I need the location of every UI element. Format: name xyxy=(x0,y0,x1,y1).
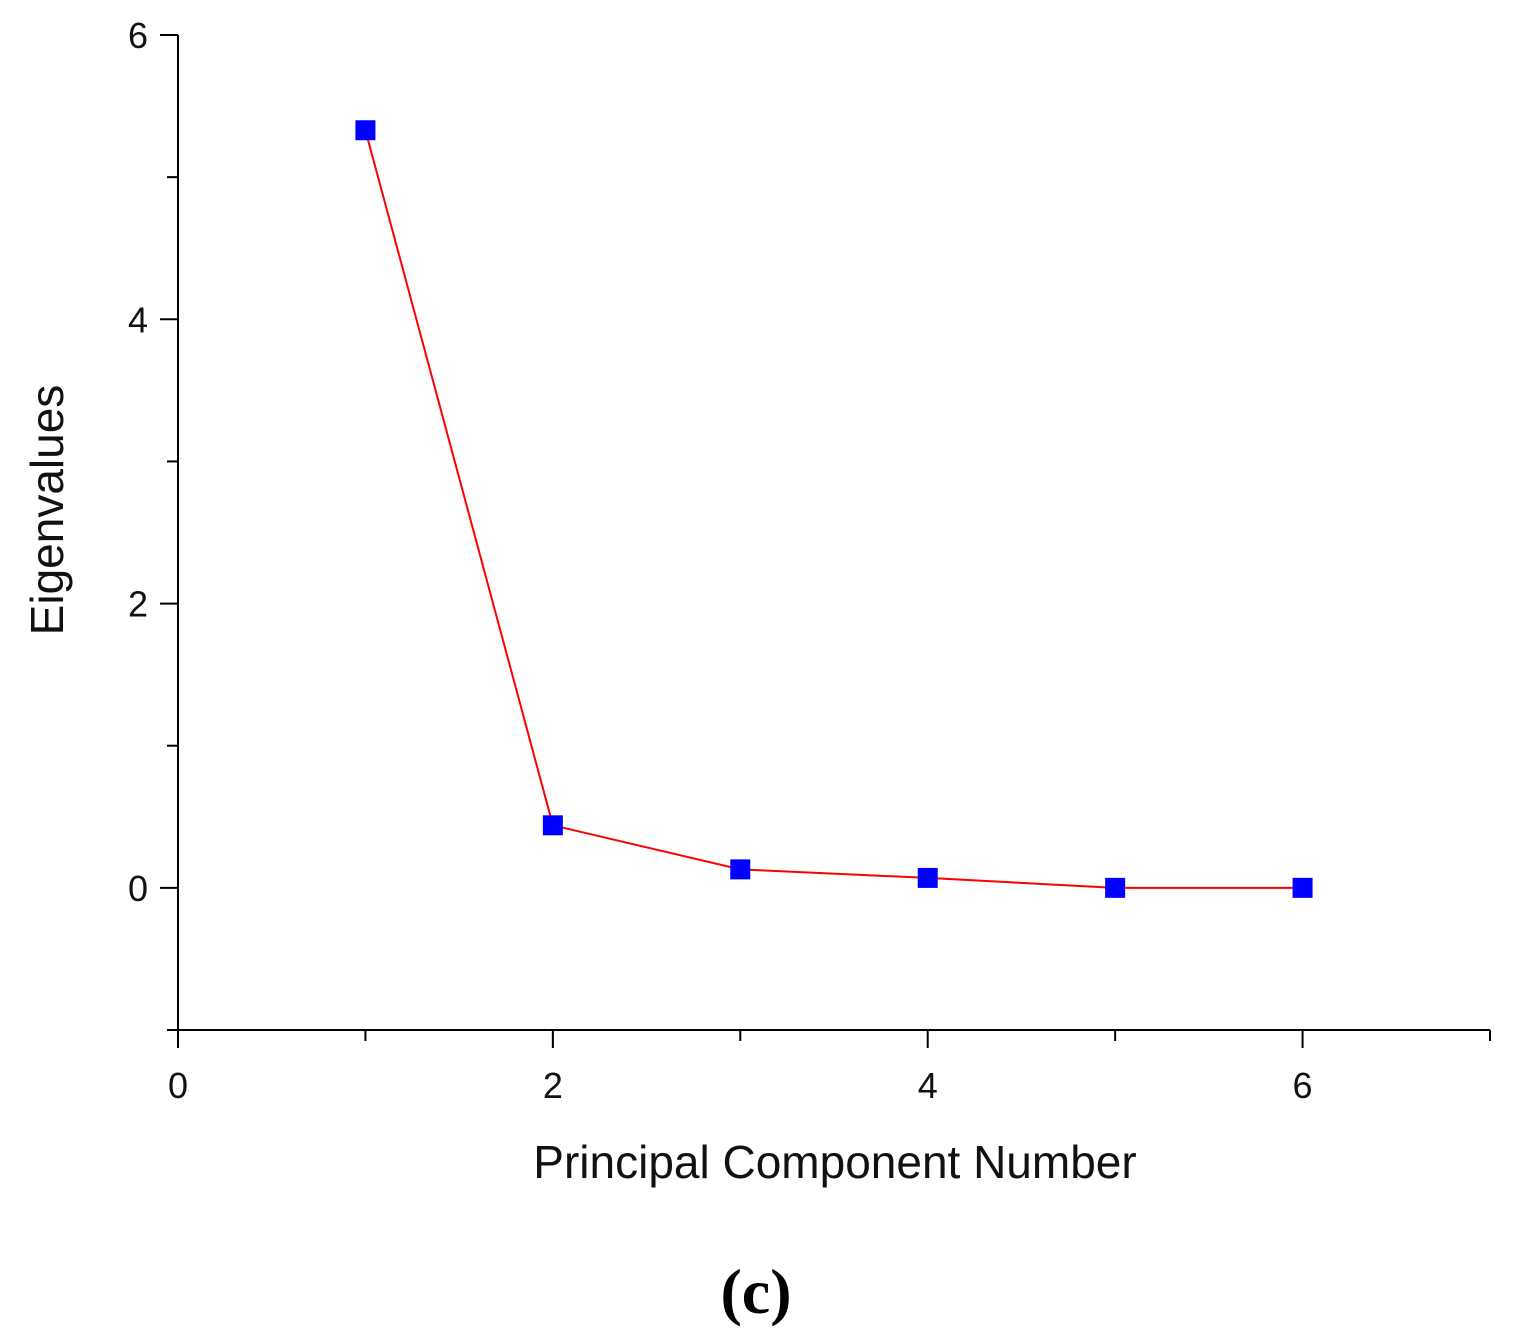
x-tick-label: 0 xyxy=(168,1065,188,1106)
y-tick-label: 6 xyxy=(128,15,148,56)
data-point-marker xyxy=(355,120,376,141)
x-tick-label: 2 xyxy=(543,1065,563,1106)
ticks xyxy=(160,34,1491,1048)
series-line xyxy=(364,129,1303,889)
y-tick-label: 2 xyxy=(128,584,148,625)
series-line-path xyxy=(364,129,1303,889)
y-tick-label: 4 xyxy=(128,299,148,340)
x-tick-label: 6 xyxy=(1293,1065,1313,1106)
data-point-marker xyxy=(730,859,751,880)
data-point-marker xyxy=(542,815,563,836)
axes xyxy=(177,35,1490,1031)
x-axis-title: Principal Component Number xyxy=(533,1136,1136,1188)
y-axis-title: Eigenvalues xyxy=(21,385,73,636)
tick-labels: 0 2 4 6 0 2 4 6 xyxy=(128,15,1313,1106)
data-point-marker xyxy=(1105,877,1126,898)
data-point-marker xyxy=(917,867,938,888)
y-tick-label: 0 xyxy=(128,868,148,909)
data-point-marker xyxy=(1292,877,1313,898)
x-tick-label: 4 xyxy=(918,1065,938,1106)
figure-caption: (c) xyxy=(720,1256,791,1327)
data-markers xyxy=(355,120,1313,898)
